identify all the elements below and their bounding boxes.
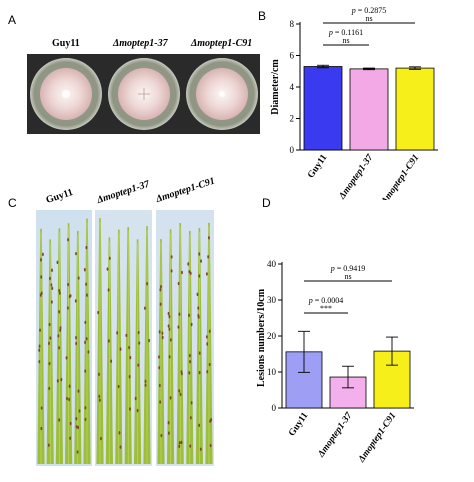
significance-label: ns [344,272,351,281]
plate-m37 [108,58,180,130]
chart-lesions: 0 10 20 30 40 Lesions numbers/10cm Guy11 Δmopte… [256,259,414,465]
plate-guy11 [30,58,102,130]
x-tick-label: Guy11 [287,411,310,439]
y-tick-label: 2 [290,114,295,124]
panel-letter-c: C [8,196,17,210]
p-value-label: p = 0.1161 [328,28,363,37]
y-tick-label: 4 [290,82,295,92]
plate-c91 [186,58,258,130]
p-value-label: p = 0.9419 [330,264,366,273]
x-tick-label: Δmoptep1-C91 [356,411,398,465]
significance-label: ns [342,36,349,45]
panel-letter-d: D [262,196,271,210]
panel-letter-b: B [258,9,267,23]
y-tick-label: 0 [272,403,277,413]
y-tick-label: 0 [290,145,295,155]
x-tick-label: Δmoptep1-37 [337,152,376,200]
y-tick-label: 8 [290,19,295,29]
x-tick-label: Δmoptep1-37 [316,410,355,460]
plate-label-m37: Δmoptep1-37 [113,38,168,49]
bar [303,66,343,151]
plate-label-guy11: Guy11 [52,38,80,49]
bar [395,67,435,151]
significance-label: ns [365,14,372,23]
y-tick-label: 10 [267,367,277,377]
leaf-label-c91: Δmoptep1-C91 [154,175,217,205]
infected-leaves-image [36,210,214,466]
y-axis-label: Diameter/cm [270,59,281,115]
x-tick-label: Guy11 [306,153,329,181]
y-tick-label: 6 [290,51,295,61]
p-value-label: p = 0.0004 [308,296,344,305]
y-axis-label: Lesions numbers/10cm [256,288,267,387]
x-tick-label: Δmoptep1-C91 [379,153,421,200]
bar [349,68,389,151]
y-tick-label: 20 [267,331,277,341]
leaf-label-guy11: Guy11 [44,186,75,206]
y-tick-label: 40 [267,259,277,269]
plate-label-c91: Δmoptep1-C91 [191,38,253,49]
leaf-label-m37: Δmoptep1-37 [95,178,151,206]
colony-plates-image [27,54,260,134]
panel-letter-a: A [8,13,17,27]
p-value-label: p = 0.2875 [351,6,387,15]
y-tick-label: 30 [267,295,277,305]
chart-diameter: 0 2 4 6 8 Diameter/cm Guy11 Δmoptep1-37 Δmoptep1… [270,6,438,200]
significance-label: *** [320,304,332,313]
